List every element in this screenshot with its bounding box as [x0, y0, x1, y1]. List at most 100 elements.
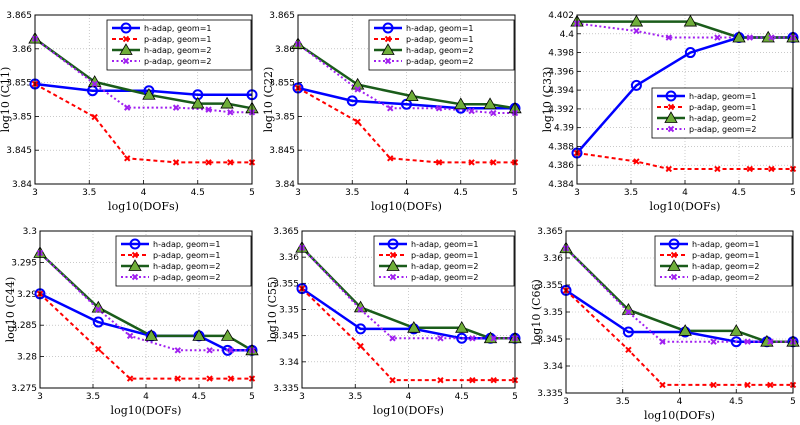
y-axis-label: log10 (C55)	[266, 277, 279, 343]
legend-item-4: p-adap, geom=2	[657, 125, 757, 134]
legend-swatch-marker	[122, 57, 130, 65]
legend-swatch-marker	[129, 238, 141, 250]
data-point	[454, 97, 468, 110]
data-point	[483, 97, 497, 110]
plot-area	[33, 246, 259, 382]
data-point	[710, 338, 717, 345]
data-point	[767, 338, 774, 345]
x-tick-label: 4.5	[732, 188, 746, 198]
x-tick-label: 4	[141, 188, 147, 198]
data-point	[405, 89, 419, 102]
data-point	[387, 155, 394, 162]
series-line-1	[297, 86, 515, 110]
y-tick-label: 3.34	[543, 362, 563, 372]
legend-label: h-adap, geom=2	[692, 262, 759, 271]
subplot-3: 3 3.5 4 4.5 5 4.384 4.386 4.388 4.39 4.392 4.394 4.…	[541, 11, 800, 213]
y-tick-label: 3.34	[279, 358, 299, 368]
data-point	[768, 165, 775, 173]
data-point	[192, 329, 206, 341]
plot-frame	[576, 14, 794, 185]
y-tick-label: 3.35	[279, 306, 299, 316]
data-point	[142, 87, 156, 100]
x-tick-label: 4	[404, 188, 410, 198]
data-point	[91, 300, 105, 313]
legend: h-adap, geom=1 p-adap, geom=1 h-adap, geom…	[654, 235, 793, 287]
data-point	[490, 335, 497, 342]
data-point	[469, 335, 476, 342]
data-point	[683, 14, 698, 27]
legend-swatch-marker	[384, 57, 392, 65]
data-point	[227, 347, 235, 354]
x-axis-label: log10(DOFs)	[644, 409, 715, 422]
data-point	[729, 324, 743, 336]
series-line-3	[577, 20, 793, 39]
legend: h-adap, geom=1 p-adap, geom=1 h-adap, geom…	[368, 19, 515, 71]
y-tick-label: 3.36	[279, 253, 299, 263]
legend-item-1: h-adap, geom=1	[657, 90, 756, 102]
legend-swatch-marker	[386, 259, 400, 271]
legend: h-adap, geom=1 p-adap, geom=1 h-adap, geom…	[373, 235, 515, 287]
legend-swatch-marker	[668, 238, 680, 250]
legend-label: p-adap, geom=2	[692, 273, 760, 282]
legend-label: h-adap, geom=1	[689, 92, 756, 101]
data-point	[126, 375, 134, 382]
y-tick-label: 3.365	[273, 227, 299, 237]
x-tick-label: 3.5	[345, 188, 359, 198]
data-point	[714, 34, 721, 41]
data-point	[144, 329, 158, 341]
legend-swatch-marker	[670, 251, 678, 259]
legend-label: h-adap, geom=1	[692, 240, 759, 249]
data-point	[354, 86, 361, 93]
legend-label: p-adap, geom=2	[406, 57, 474, 66]
y-tick-label: 3.84	[275, 180, 295, 190]
series-line-1	[565, 289, 793, 343]
legend-item-3: h-adap, geom=2	[112, 43, 211, 55]
y-tick-label: 3.285	[11, 321, 37, 331]
legend-swatch-marker	[665, 90, 677, 102]
x-tick-label: 3	[295, 188, 301, 198]
y-tick-label: 4.388	[548, 142, 574, 152]
legend-swatch-marker	[382, 22, 394, 34]
data-point	[455, 321, 469, 333]
data-point	[768, 34, 775, 41]
series-line-1	[39, 292, 252, 352]
subplot-2: 3 3.5 4 4.5 5 3.84 3.845 3.85 3.855 3.86 3.865 log1…	[262, 11, 522, 213]
legend-swatch-marker	[670, 273, 678, 281]
x-tick-label: 3	[574, 188, 580, 198]
legend-swatch-marker	[667, 103, 675, 111]
plot-frame	[39, 230, 253, 389]
y-tick-label: 3.86	[12, 45, 32, 55]
y-tick-label: 3.295	[11, 258, 37, 268]
subplot-1: 3 3.5 4 4.5 5 3.84 3.845 3.85 3.855 3.86 3.865 log1…	[0, 11, 259, 213]
data-point	[206, 375, 213, 382]
legend-label: p-adap, geom=1	[689, 103, 757, 112]
x-tick-label: 5	[790, 397, 796, 407]
plot-frame	[297, 14, 516, 185]
data-point	[437, 376, 444, 384]
x-tick-label: 4.5	[454, 188, 468, 198]
legend-swatch-marker	[664, 111, 678, 123]
legend-item-1: h-adap, geom=1	[112, 22, 211, 34]
y-tick-label: 3.355	[537, 281, 563, 291]
y-tick-label: 3.335	[537, 389, 563, 399]
x-axis-label: log10(DOFs)	[650, 200, 721, 213]
data-point	[625, 308, 632, 316]
data-point	[710, 381, 717, 389]
legend: h-adap, geom=1 p-adap, geom=1 h-adap, geom…	[115, 235, 252, 287]
legend-label: p-adap, geom=2	[689, 125, 757, 134]
y-tick-label: 3.865	[6, 11, 32, 21]
data-point	[633, 158, 640, 165]
data-point	[665, 165, 673, 173]
legend-swatch-marker	[387, 238, 399, 250]
data-point	[622, 326, 634, 338]
data-point	[389, 376, 396, 384]
y-tick-label: 3.85	[275, 112, 295, 122]
data-point	[621, 303, 636, 315]
legend-item-4: p-adap, geom=2	[112, 57, 212, 66]
y-tick-label: 3.865	[269, 11, 295, 21]
data-point	[354, 118, 361, 126]
y-tick-label: 3.345	[273, 332, 299, 342]
x-tick-label: 3	[299, 392, 305, 402]
data-point	[124, 104, 131, 111]
